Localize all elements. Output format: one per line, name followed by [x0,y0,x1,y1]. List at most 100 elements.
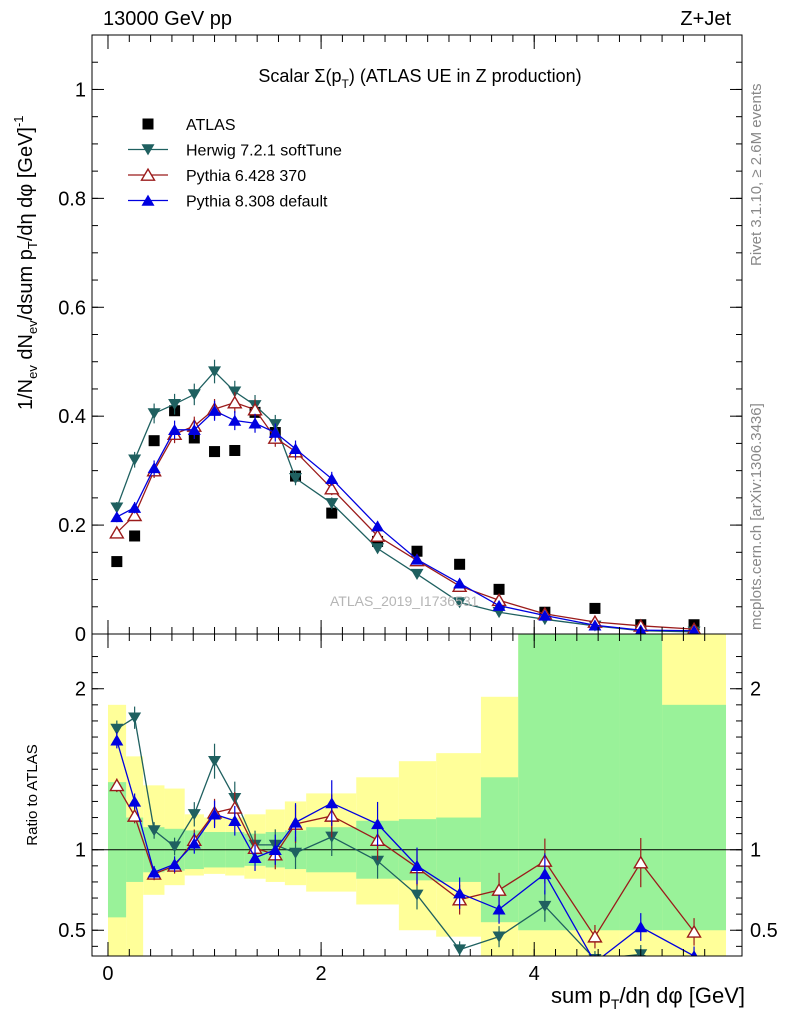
herwig-7-2-1-softtune-ratio-point [410,889,424,901]
x-tick-label: 0 [102,963,113,985]
atlas-point [111,556,123,568]
pythia-6-428-370-ratio-point [633,855,649,869]
pythia-8-308-default-ratio-point [110,734,124,746]
pythia-8-308-default-point [168,423,182,435]
main-panel: 0 0.2 0.4 0.6 0.8 1 Scalar Σ(pT) (ATLAS UE in… [11,34,743,646]
ratio-y-tick-label: 2 [75,679,86,701]
pythia-6-428-370-point [227,395,243,409]
pythia-6-428-370-ratio-point [587,929,603,943]
y-tick-label: 0.8 [58,188,86,210]
y-tick-label: 0.6 [58,297,86,319]
herwig-7-2-1-softtune-point [371,543,385,555]
y-tick-label: 0.2 [58,515,86,537]
herwig-7-2-1-softtune-ratio-point [208,755,222,768]
ratio-y-tick-label-right: 2 [750,679,761,701]
x-tick-label: 4 [529,963,540,985]
pythia-6-428-370-point [109,525,125,539]
herwig-7-2-1-softtune-ratio-point [147,825,161,837]
herwig-7-2-1-softtune-ratio-point [289,847,303,859]
herwig-7-2-1-softtune-legend-marker [141,144,155,156]
x-axis-label: sum pT/dη dφ [GeV] [551,983,745,1012]
pythia-8-308-default-ratio-point [371,818,385,830]
pythia-8-308-default-ratio-point [268,843,282,855]
pythia-6-428-370-point [324,481,340,495]
main-y-axis: 0 0.2 0.4 0.6 0.8 1 [58,34,742,646]
pythia-8-308-default-legend-marker [141,194,155,206]
ratio-y-axis: 0.5 0.5 1 1 2 2 [58,656,778,947]
herwig-7-2-1-softtune-point [228,386,242,398]
pythia-6-428-370-legend-label: Pythia 6.428 370 [186,168,306,185]
pythia-6-428-370-ratio-point [109,778,125,792]
pythia-8-308-default-point [208,404,222,416]
herwig-7-2-1-softtune-ratio-point [371,855,385,867]
pythia-8-308-default-point [371,520,385,532]
pythia-8-308-default-point [147,462,161,474]
herwig-7-2-1-softtune-legend-label: Herwig 7.2.1 softTune [186,143,342,160]
atlas-point [493,583,505,595]
ratio-series-layer [109,706,702,978]
main-y-axis-label: 1/Nev dNev/dsum pT/dη dφ [GeV]-1 [11,115,40,410]
pythia-8-308-default-ratio-point [289,816,303,828]
herwig-7-2-1-softtune-ratio-point [492,931,506,943]
header-process: 13000 GeV pp [103,8,232,30]
herwig-7-2-1-softtune-ratio-point [187,809,201,821]
ratio-y-tick-label: 0.5 [58,920,86,942]
herwig-7-2-1-softtune-ratio-point [688,967,701,978]
legend: ATLAS Herwig 7.2.1 softTune Pythia 6.428 3… [128,117,342,211]
herwig-7-2-1-softtune-point [187,389,201,401]
pythia-8-308-default-point [187,423,201,435]
herwig-7-2-1-softtune-point [110,502,124,514]
ratio-clipped-group [109,706,702,978]
atlas-legend-label: ATLAS [186,117,236,134]
pythia-8-308-default-ratio-point [492,903,506,915]
pythia-6-428-370-ratio-point [686,924,702,938]
herwig-7-2-1-softtune-point [410,568,424,580]
pythia-8-308-default-point [453,577,467,589]
pythia-8-308-default-ratio-point [187,837,201,849]
atlas-point [589,602,601,614]
ratio-plot-frame [91,633,743,957]
pythia-8-308-default-ratio-point [168,858,182,870]
pythia-8-308-default-ratio-point [228,814,242,826]
watermark: ATLAS_2019_I1736531 [330,593,479,609]
pythia-8-308-default-point [410,553,424,565]
pythia-8-308-default-ratio-point [588,957,601,968]
y-tick-label: 0 [75,624,86,646]
herwig-7-2-1-softtune-ratio-point [538,900,552,912]
atlas-point [129,530,141,542]
pythia-8-308-default-ratio-point [208,808,222,820]
pythia-8-308-default-point [228,414,242,426]
pythia-8-308-default-point [128,501,142,513]
herwig-7-2-1-softtune-ratio-point [110,723,124,735]
pythia-6-428-370-point [126,508,143,522]
pythia-8-308-default-point [110,511,124,523]
ratio-panel: 0.5 0.5 1 1 2 2 0 2 4 Ratio to ATLAS sum pT/dη … [24,35,778,1012]
pythia-8-308-default-ratio-point [410,859,424,872]
herwig-7-2-1-softtune-point [208,366,222,378]
ratio-y-tick-label-right: 1 [750,840,761,862]
pythia-8-308-default-legend-label: Pythia 8.308 default [186,194,328,211]
pythia-8-308-default-point [248,417,262,429]
pythia-8-308-default-ratio-point [453,887,467,899]
pythia-8-308-default-ratio-point [634,921,648,933]
chart-title: Scalar Σ(pT) (ATLAS UE in Z production) [258,66,581,91]
herwig-7-2-1-softtune-point [168,399,182,411]
rivet-label: Rivet 3.1.10, ≥ 2.6M events [748,84,765,267]
inner-band-bin [571,634,620,931]
atlas-point [209,446,221,458]
pythia-8-308-default-point [268,426,282,438]
pythia-8-308-default-ratio-point [147,866,161,878]
pythia-8-308-default-point [325,472,339,485]
herwig-7-2-1-softtune-point [325,498,339,510]
pythia-8-308-default-point [538,609,552,621]
ratio-y-axis-label: Ratio to ATLAS [24,744,41,845]
herwig-7-2-1-softtune-point [147,408,161,420]
pythia-6-428-370-legend-marker [140,167,156,181]
pythia-6-428-370-point [369,528,386,542]
herwig-7-2-1-softtune-point [453,597,467,609]
atlas-point [229,444,241,456]
atlas-point [454,558,466,570]
herwig-7-2-1-softtune-ratio-point [168,841,182,853]
atlas-point [411,545,423,557]
